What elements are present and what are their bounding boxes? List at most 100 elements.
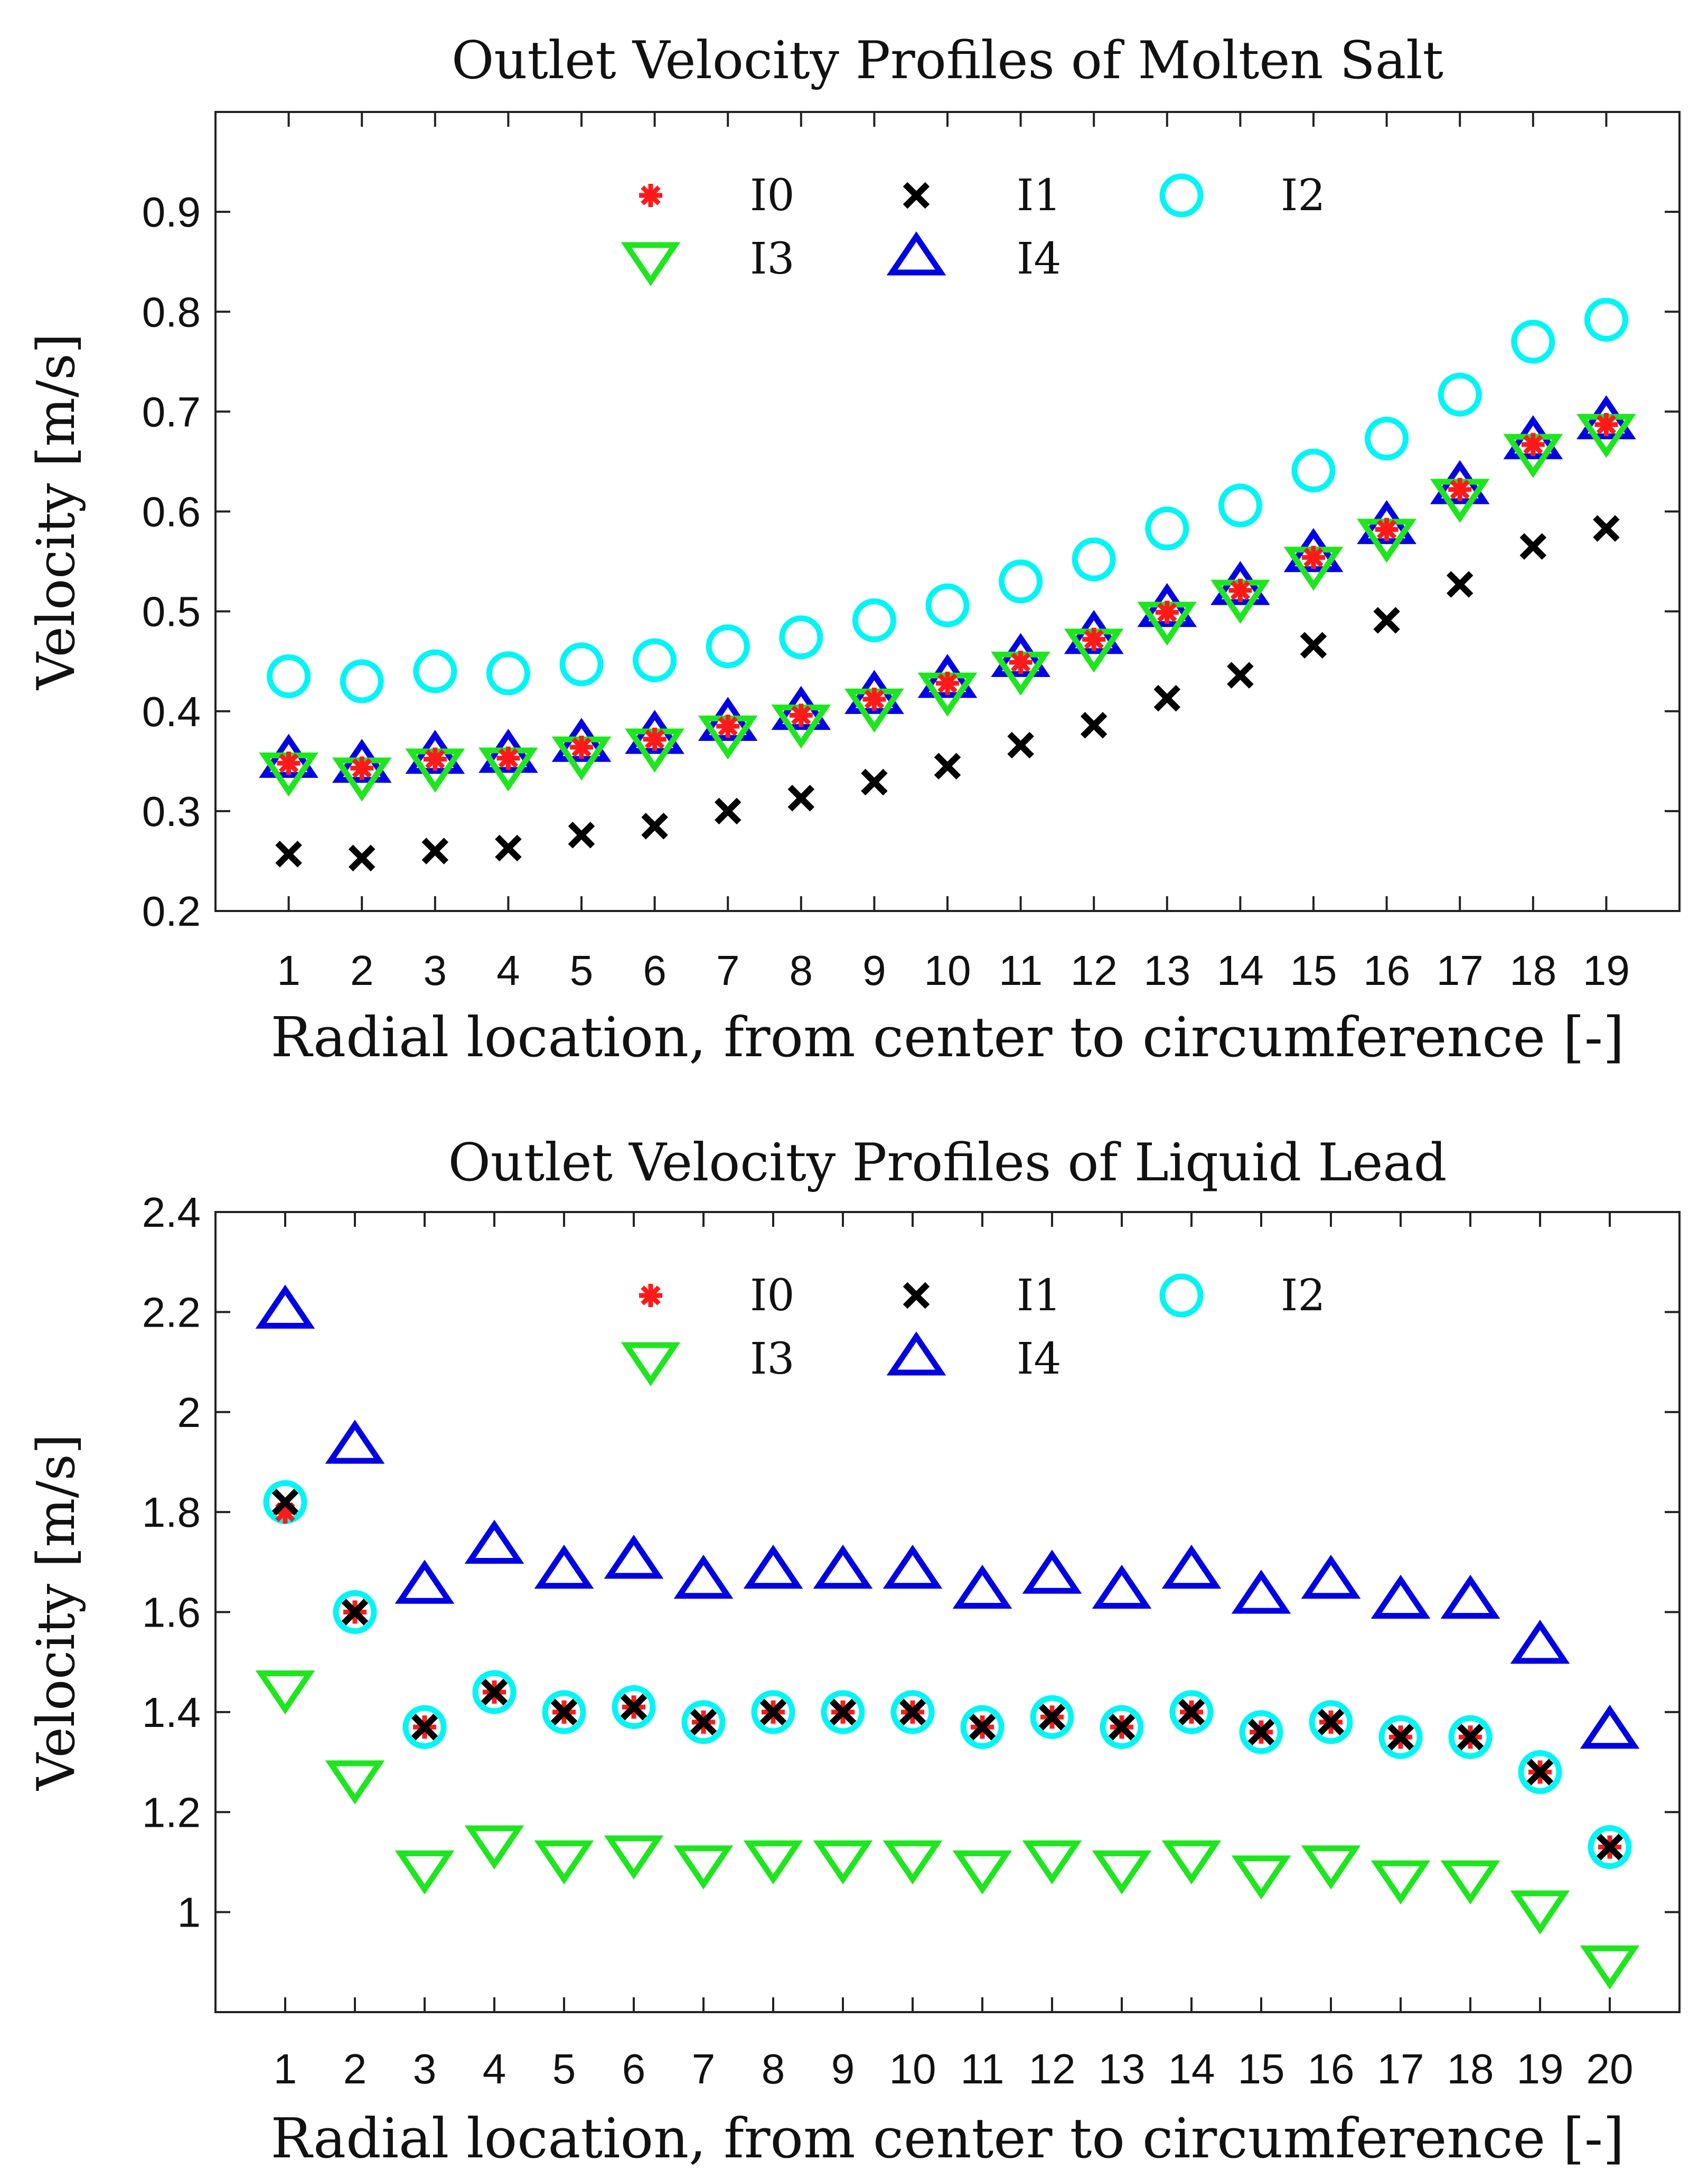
- chart-1-point-i0-shape: [643, 727, 667, 751]
- chart-1-point-i0-shape: [423, 747, 447, 771]
- chart-1-point-i0: [936, 671, 959, 695]
- chart-1-point-i2-shape: [1291, 448, 1336, 493]
- chart-1-point-i2: [999, 559, 1043, 604]
- chart-2-point-i3-shape: [673, 1845, 734, 1890]
- chart-2-title: Outlet Velocity Profiles of Liquid Lead: [448, 1133, 1447, 1193]
- chart-1-point-i0-shape: [1448, 477, 1472, 501]
- chart-1-point-i0: [716, 715, 740, 738]
- chart-2-point-i4: [255, 1284, 315, 1329]
- chart-1-point-i2-shape: [999, 559, 1043, 604]
- chart-2-point-i2: [472, 1670, 517, 1714]
- chart-2-point-i4: [1161, 1544, 1222, 1589]
- chart-1-point-i1-shape: [421, 838, 449, 865]
- chart-2-point-i3: [534, 1840, 594, 1885]
- chart-1-point-i1: [275, 840, 302, 868]
- chart-1-xtick-label: 4: [496, 947, 520, 994]
- chart-2-xtick-label: 2: [343, 2045, 367, 2092]
- chart-1-xtick-label: 2: [350, 947, 374, 994]
- chart-1-point-i2: [267, 654, 311, 699]
- chart-2-legend-label-i3: I3: [750, 1334, 795, 1384]
- chart-1-point-i0-shape: [1082, 627, 1106, 651]
- chart-1-point-i0: [350, 756, 374, 780]
- chart-1-point-i0-shape: [789, 703, 813, 727]
- chart-1-point-i1: [1153, 684, 1181, 712]
- chart-1-point-i0-shape: [350, 756, 374, 780]
- chart-2-point-i2: [1378, 1715, 1423, 1759]
- chart-1-point-i1-shape: [348, 844, 376, 872]
- chart-1-point-i0: [1594, 412, 1618, 436]
- chart-1-point-i2-shape: [852, 598, 896, 643]
- chart-2-point-i4: [1440, 1574, 1500, 1619]
- chart-2-ytick-label: 1.6: [142, 1589, 201, 1636]
- chart-1-point-i1-shape: [1153, 684, 1181, 712]
- chart-1-legend-marker-i2-shape: [1159, 173, 1204, 218]
- chart-2-point-i4: [604, 1534, 664, 1579]
- chart-1-point-i2: [706, 624, 750, 669]
- chart-2-point-i1-shape: [1317, 1708, 1345, 1736]
- chart-1-legend-marker-i2: [1159, 173, 1204, 218]
- chart-2-point-i1-shape: [1247, 1718, 1275, 1745]
- chart-1-ytick-label: 0.9: [142, 189, 201, 236]
- chart-2-xtick-label: 5: [552, 2045, 576, 2092]
- chart-2-point-i3: [883, 1840, 943, 1885]
- chart-2-point-i1: [620, 1694, 647, 1721]
- chart-2-point-i2-shape: [1030, 1695, 1074, 1739]
- chart-1-point-i1-shape: [275, 840, 302, 868]
- chart-2-point-i2-shape: [960, 1705, 1005, 1749]
- chart-1-legend: I0 I1 I2 I3 I4: [621, 171, 1326, 286]
- chart-2-point-i2: [402, 1705, 447, 1749]
- chart-2-point-i2: [1030, 1695, 1074, 1739]
- chart-1-point-i1-shape: [1007, 731, 1034, 759]
- chart-2-point-i1: [1247, 1718, 1275, 1745]
- chart-1-point-i2: [1291, 448, 1336, 493]
- chart-2-point-i2: [1518, 1750, 1562, 1794]
- chart-2-point-i3: [673, 1845, 734, 1890]
- chart-2-point-i1: [1038, 1704, 1066, 1731]
- chart-1-point-i2-shape: [706, 624, 750, 669]
- chart-2-point-i3-shape: [813, 1840, 873, 1885]
- chart-1-point-i0-shape: [496, 746, 520, 770]
- chart-2-point-i3: [1440, 1860, 1500, 1905]
- chart-1-point-i2: [1072, 537, 1116, 581]
- chart-1-point-i0-shape: [1155, 600, 1179, 624]
- chart-2-point-i2-shape: [1100, 1705, 1144, 1749]
- chart-2-point-i1: [1526, 1759, 1554, 1786]
- chart-1-xtick-label: 17: [1437, 947, 1484, 994]
- chart-2-point-i3-shape: [1301, 1845, 1361, 1890]
- chart-2-point-i1-shape: [271, 1488, 299, 1516]
- chart-2-point-i4-shape: [325, 1420, 385, 1464]
- chart-2-xtick-label: 15: [1238, 2045, 1285, 2092]
- chart-1-point-i2-shape: [1365, 416, 1409, 461]
- chart-2-point-i2: [890, 1690, 935, 1734]
- chart-1-point-i2-shape: [267, 654, 311, 699]
- chart-2-xtick-label: 13: [1099, 2045, 1146, 2092]
- chart-2-point-i1-shape: [481, 1678, 508, 1706]
- chart-2-point-i4-shape: [673, 1554, 734, 1599]
- chart-1-point-i0-shape: [1228, 578, 1252, 602]
- chart-1-point-i2: [486, 651, 530, 696]
- chart-1-point-i2-shape: [340, 659, 384, 703]
- chart-2-point-i3-shape: [1371, 1860, 1431, 1905]
- chart-2-point-i2-shape: [1239, 1710, 1283, 1754]
- chart-2-point-i1: [1108, 1714, 1135, 1741]
- chart-2-point-i2: [960, 1705, 1005, 1749]
- chart-2-point-i2: [333, 1590, 377, 1634]
- chart-2-point-i3-shape: [604, 1835, 664, 1880]
- chart-1-point-i0: [496, 746, 520, 770]
- chart-1-point-i2: [1438, 372, 1482, 417]
- chart-1-point-i2-shape: [1072, 537, 1116, 581]
- chart-1-point-i0-shape: [862, 688, 886, 711]
- chart-2-xtick-label: 6: [622, 2045, 646, 2092]
- chart-1-point-i2-shape: [1511, 320, 1555, 364]
- chart-1-point-i2: [779, 615, 823, 660]
- chart-2-point-i1-shape: [1038, 1704, 1066, 1731]
- chart-1-point-i2-shape: [413, 649, 457, 693]
- chart-2-point-i1: [1596, 1834, 1623, 1861]
- chart-2-point-i1: [759, 1698, 787, 1726]
- chart-1-legend-label-i1: I1: [1017, 171, 1062, 221]
- chart-1-legend-label-i2: I2: [1281, 171, 1326, 221]
- chart-2-point-i2-shape: [1309, 1700, 1353, 1744]
- chart-1-xtick-label: 8: [790, 947, 813, 994]
- chart-1-point-i0: [1521, 433, 1545, 456]
